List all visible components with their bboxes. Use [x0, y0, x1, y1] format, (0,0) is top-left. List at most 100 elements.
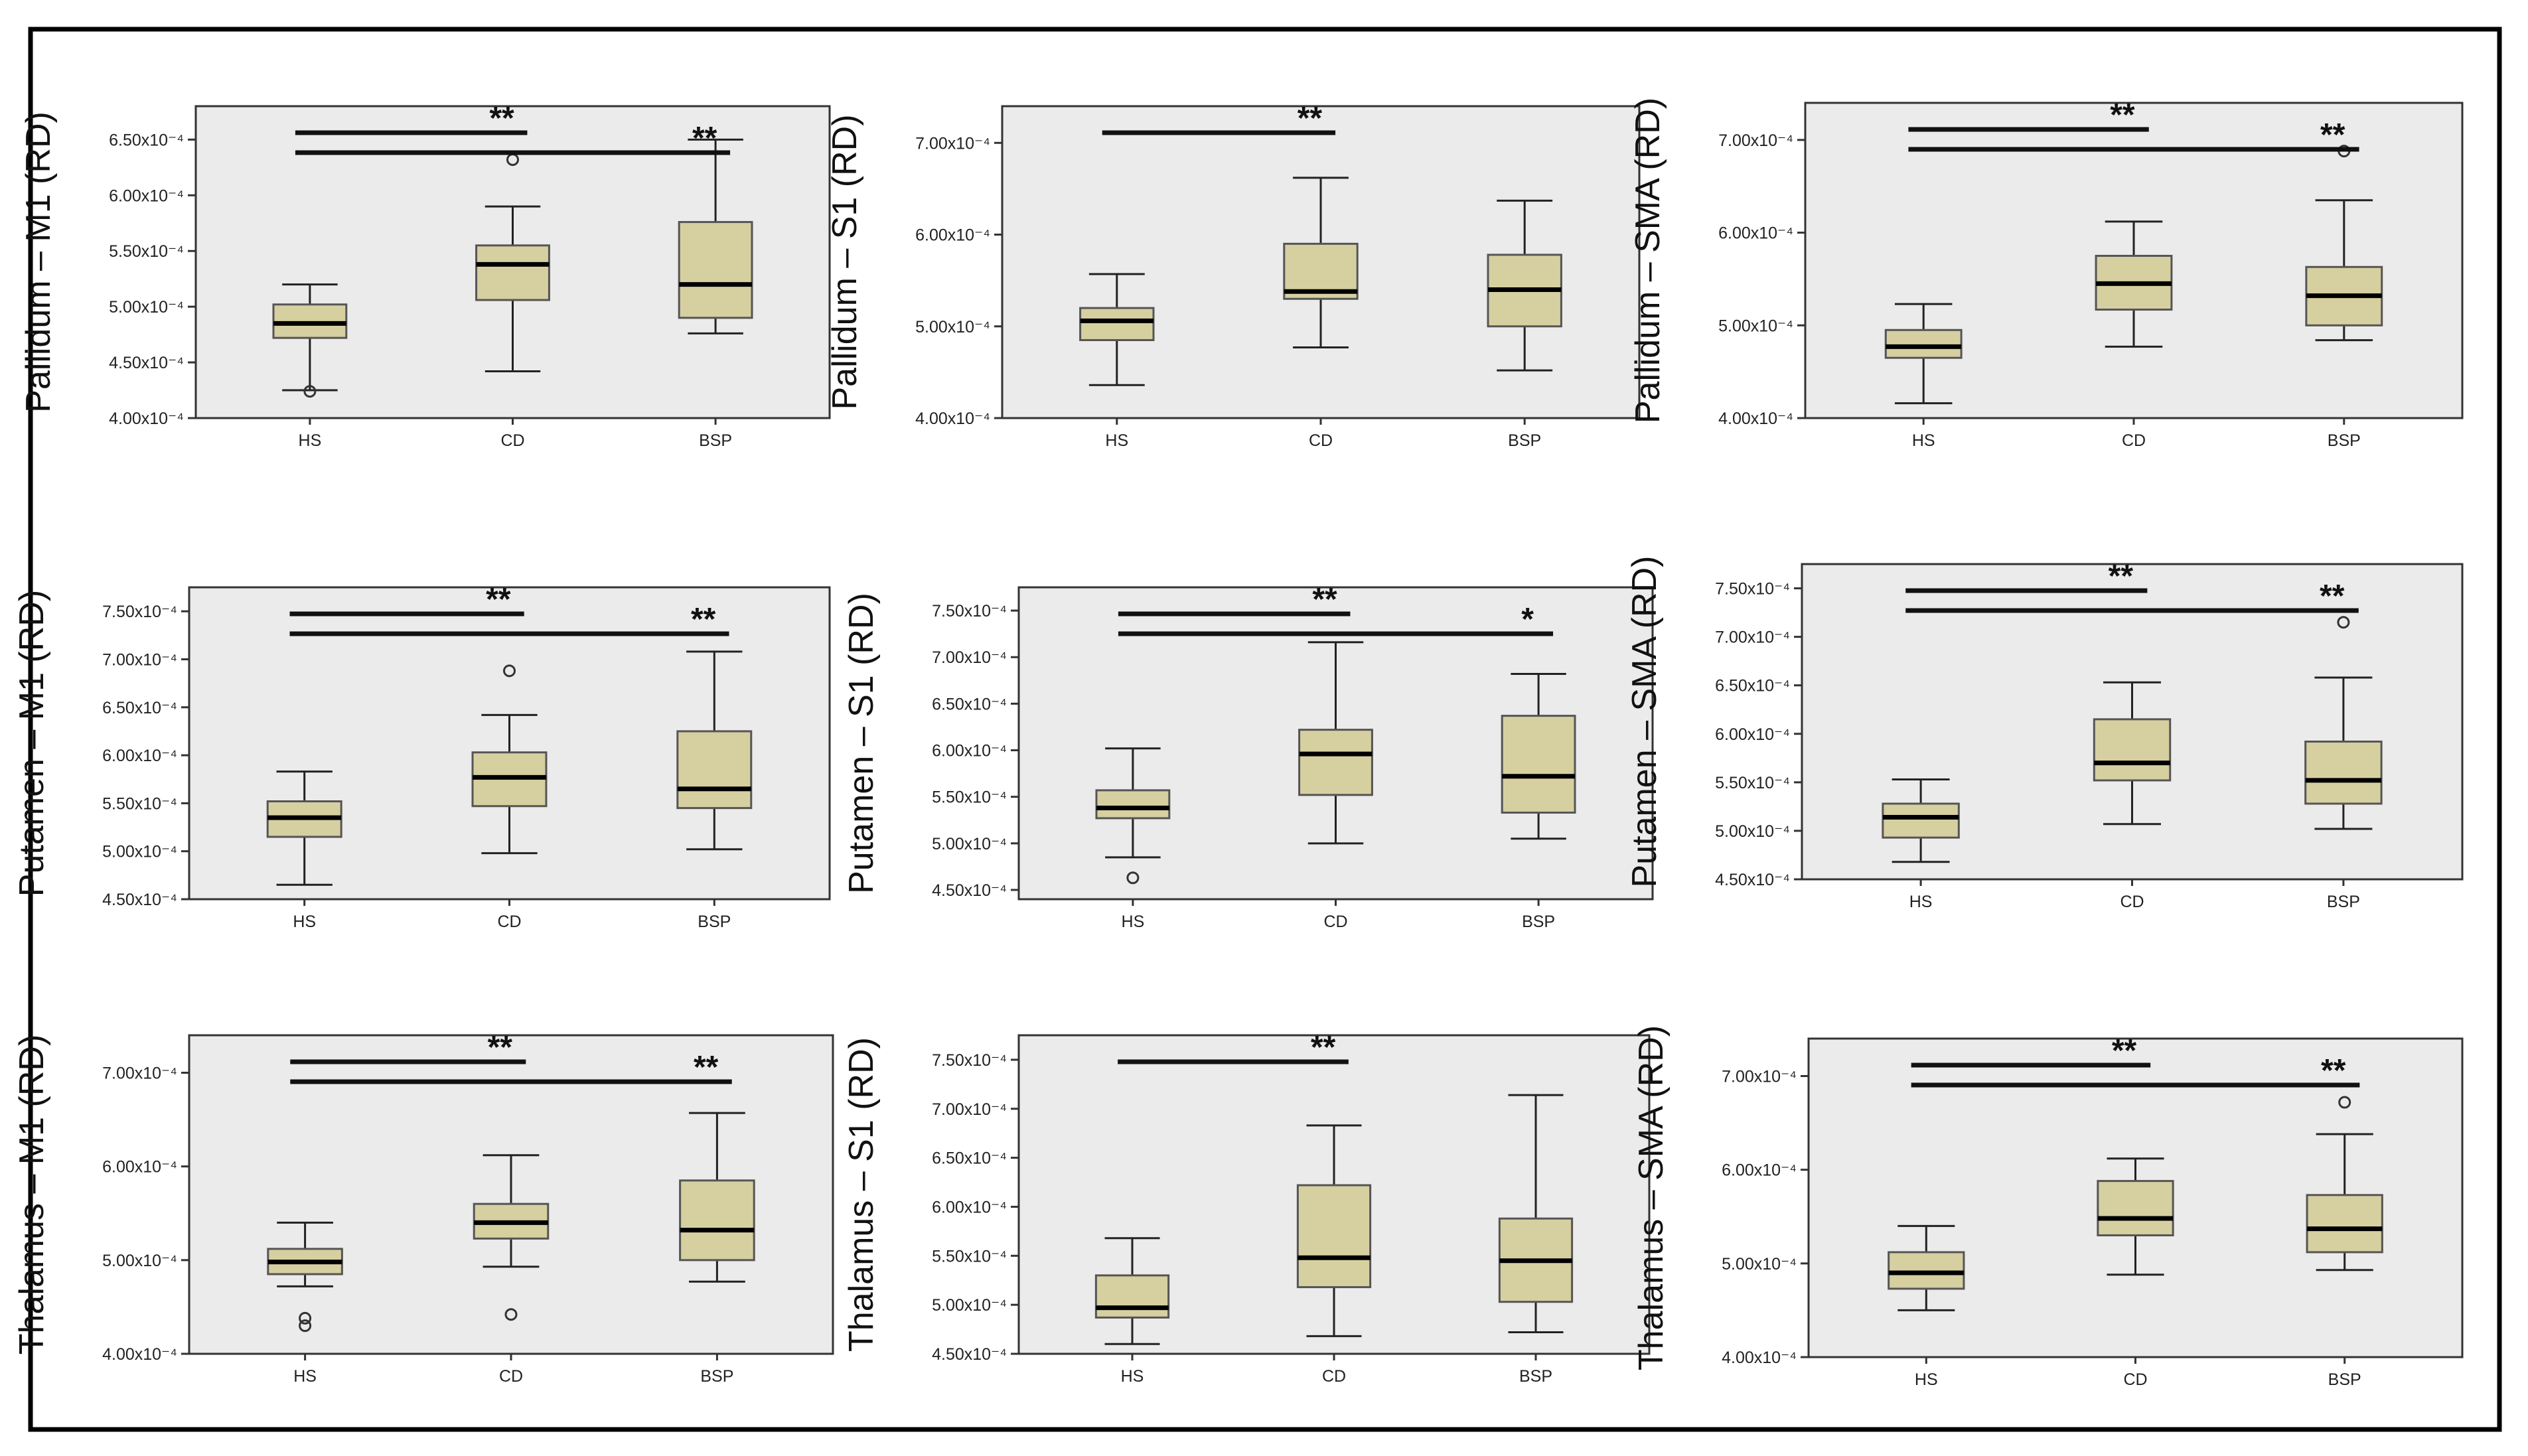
y-tick-label: 5.50x10⁻⁴	[932, 788, 1007, 807]
x-tick-label: CD	[1323, 912, 1347, 931]
y-tick-label: 6.00x10⁻⁴	[102, 747, 177, 765]
chart-panel: 4.00x10⁻⁴ 5.00x10⁻⁴ 6.00x10⁻⁴ 7.00x10⁻⁴ HS CD…	[1632, 1025, 2464, 1389]
box-iqr	[1888, 1251, 1965, 1290]
y-tick-label: 4.50x10⁻⁴	[1715, 871, 1790, 889]
y-axis-label: Putamen – S1 (RD)	[842, 593, 881, 894]
box-iqr	[2097, 1180, 2174, 1236]
y-tick-label: 5.50x10⁻⁴	[102, 794, 177, 813]
y-tick-label: 7.00x10⁻⁴	[1722, 1067, 1797, 1086]
chart-panel: 4.50x10⁻⁴ 5.00x10⁻⁴ 5.50x10⁻⁴ 6.00x10⁻⁴ 6.50…	[13, 582, 831, 931]
significance-label: **	[1298, 101, 1323, 136]
y-tick-label: 7.50x10⁻⁴	[932, 1051, 1007, 1070]
box-iqr	[2093, 718, 2172, 782]
significance-label: **	[2112, 1033, 2137, 1068]
chart-panel: 4.50x10⁻⁴ 5.00x10⁻⁴ 5.50x10⁻⁴ 6.00x10⁻⁴ 6.50…	[1625, 556, 2464, 911]
y-axis-label: Pallidum – S1 (RD)	[826, 114, 864, 409]
significance-label: **	[2110, 98, 2135, 133]
y-tick-label: 4.50x10⁻⁴	[932, 1345, 1007, 1364]
y-axis-label: Pallidum – M1 (RD)	[19, 111, 58, 413]
y-tick-label: 5.50x10⁻⁴	[932, 1247, 1007, 1266]
y-tick-label: 5.00x10⁻⁴	[1715, 822, 1790, 841]
y-axis-label: Putamen – M1 (RD)	[13, 590, 51, 897]
y-tick-label: 7.50x10⁻⁴	[102, 603, 177, 621]
y-tick-label: 6.50x10⁻⁴	[1715, 677, 1790, 695]
y-tick-label: 7.50x10⁻⁴	[1715, 580, 1790, 599]
y-tick-label: 6.50x10⁻⁴	[102, 699, 177, 717]
chart-panel: 4.50x10⁻⁴ 5.00x10⁻⁴ 5.50x10⁻⁴ 6.00x10⁻⁴ 6.50…	[842, 1030, 1651, 1386]
outlier-point	[303, 385, 317, 398]
y-tick-label: 4.00x10⁻⁴	[1718, 409, 1793, 428]
y-tick-label: 5.00x10⁻⁴	[915, 318, 990, 336]
x-tick-label: BSP	[1522, 912, 1555, 931]
significance-label: **	[692, 121, 717, 156]
x-tick-label: BSP	[1508, 431, 1541, 450]
y-tick-label: 4.50x10⁻⁴	[932, 881, 1007, 900]
chart-panel: 4.00x10⁻⁴ 4.50x10⁻⁴ 5.00x10⁻⁴ 5.50x10⁻⁴ 6.00…	[19, 101, 831, 450]
significance-label: **	[488, 1030, 513, 1065]
significance-label: **	[1312, 582, 1337, 617]
x-tick-label: HS	[1105, 431, 1128, 450]
box-iqr	[1296, 1184, 1372, 1289]
x-tick-label: CD	[499, 1367, 523, 1386]
outlier-point	[2337, 616, 2350, 629]
y-tick-label: 7.00x10⁻⁴	[102, 1064, 177, 1082]
x-tick-label: BSP	[699, 431, 732, 450]
box-iqr	[676, 730, 753, 810]
box-iqr	[2304, 740, 2383, 805]
x-tick-label: BSP	[2327, 893, 2360, 911]
y-tick-label: 6.00x10⁻⁴	[932, 742, 1007, 761]
x-tick-label: HS	[293, 912, 316, 931]
significance-label: **	[2320, 117, 2345, 153]
significance-label: **	[1311, 1030, 1336, 1065]
y-tick-label: 7.00x10⁻⁴	[1715, 628, 1790, 647]
chart-panel: 4.00x10⁻⁴ 5.00x10⁻⁴ 6.00x10⁻⁴ 7.00x10⁻⁴ HS CD…	[1629, 98, 2464, 450]
y-tick-label: 6.50x10⁻⁴	[932, 695, 1007, 713]
box-iqr	[1079, 307, 1155, 341]
y-tick-label: 6.00x10⁻⁴	[1718, 224, 1793, 243]
y-tick-label: 6.00x10⁻⁴	[109, 186, 184, 205]
significance-label: *	[1521, 602, 1534, 637]
outlier-point	[299, 1319, 312, 1333]
significance-label: **	[486, 582, 511, 617]
y-tick-label: 5.00x10⁻⁴	[932, 1296, 1007, 1315]
box-iqr	[1501, 715, 1576, 814]
y-tick-label: 6.00x10⁻⁴	[1715, 725, 1790, 744]
x-tick-label: CD	[1309, 431, 1333, 450]
y-tick-label: 4.50x10⁻⁴	[102, 891, 177, 909]
y-tick-label: 4.00x10⁻⁴	[1722, 1348, 1797, 1367]
x-tick-label: BSP	[2328, 431, 2361, 450]
x-tick-label: CD	[2123, 1370, 2147, 1389]
y-axis-label: Pallidum – SMA (RD)	[1629, 98, 1667, 423]
outlier-point	[503, 664, 516, 678]
x-tick-label: HS	[293, 1367, 317, 1386]
significance-label: **	[2320, 579, 2345, 614]
outlier-point	[299, 1311, 312, 1325]
y-tick-label: 5.50x10⁻⁴	[109, 242, 184, 261]
y-axis-label: Thalamus – M1 (RD)	[13, 1035, 51, 1355]
y-tick-label: 7.00x10⁻⁴	[1718, 131, 1793, 150]
significance-label: **	[691, 602, 716, 637]
chart-panel: 4.00x10⁻⁴ 5.00x10⁻⁴ 6.00x10⁻⁴ 7.00x10⁻⁴ HS CD…	[826, 101, 1641, 450]
y-tick-label: 6.00x10⁻⁴	[932, 1198, 1007, 1216]
y-tick-label: 6.00x10⁻⁴	[102, 1158, 177, 1177]
significance-label: **	[2109, 559, 2134, 594]
x-tick-label: BSP	[698, 912, 731, 931]
chart-panel: 4.00x10⁻⁴ 5.00x10⁻⁴ 6.00x10⁻⁴ 7.00x10⁻⁴ HS CD…	[13, 1030, 834, 1386]
y-tick-label: 5.00x10⁻⁴	[1718, 317, 1793, 335]
y-tick-label: 4.50x10⁻⁴	[109, 354, 184, 372]
significance-label: **	[489, 101, 514, 136]
y-tick-label: 5.00x10⁻⁴	[102, 843, 177, 861]
outlier-point	[2338, 1096, 2351, 1109]
box-iqr	[1884, 328, 1963, 359]
x-tick-label: CD	[500, 431, 524, 450]
y-tick-label: 5.00x10⁻⁴	[1722, 1255, 1797, 1274]
outer-frame	[28, 27, 2502, 1432]
x-tick-label: BSP	[2328, 1370, 2361, 1389]
box-iqr	[678, 221, 753, 319]
y-axis-label: Putamen – SMA (RD)	[1625, 556, 1664, 888]
outlier-point	[1126, 871, 1140, 885]
y-tick-label: 6.00x10⁻⁴	[1722, 1161, 1797, 1180]
y-tick-label: 7.00x10⁻⁴	[915, 134, 990, 153]
significance-label: **	[2321, 1053, 2346, 1088]
